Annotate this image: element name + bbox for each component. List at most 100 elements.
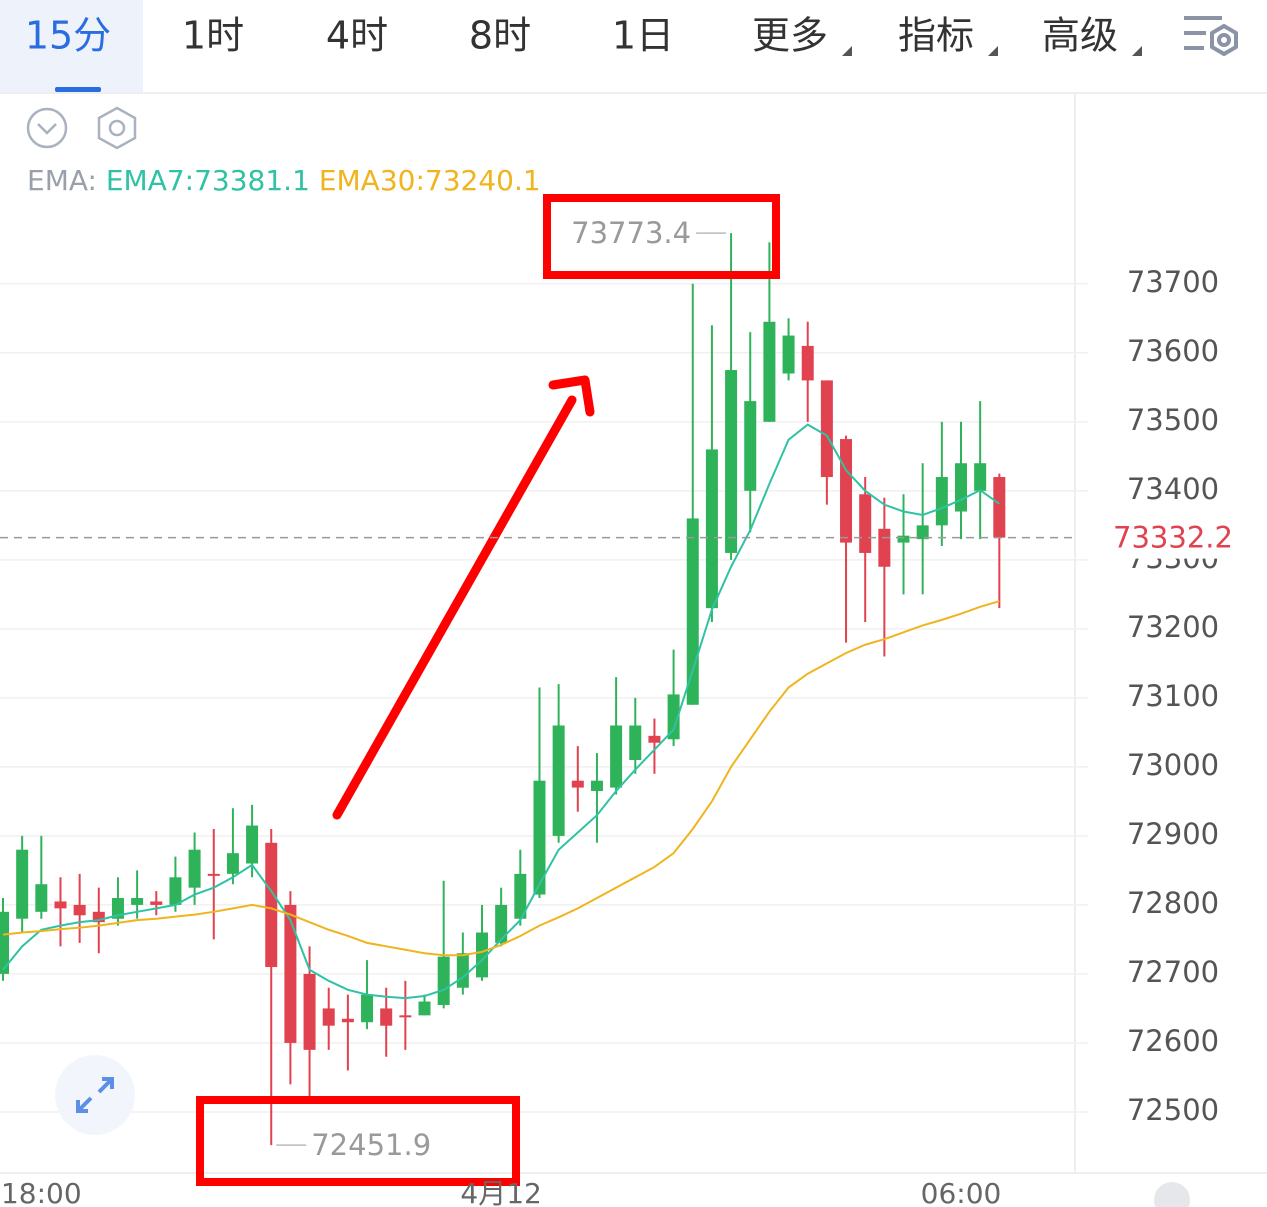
dropdown-caret: [988, 46, 998, 56]
k-button[interactable]: [1154, 1182, 1190, 1207]
y-tick-label: 73400: [1127, 472, 1219, 506]
candle-body: [73, 904, 86, 916]
high-label: 73773.4: [571, 216, 691, 250]
arrow-head: [548, 375, 595, 417]
candle-body: [207, 873, 220, 876]
y-tick-label: 72500: [1127, 1093, 1219, 1127]
y-tick-label: 72900: [1127, 817, 1219, 851]
x-tick-label: 18:00: [1, 1177, 82, 1207]
candle-body: [552, 725, 565, 836]
tab[interactable]: 4时: [326, 14, 388, 58]
indicator-settings-icon[interactable]: [97, 106, 137, 150]
candle-body: [955, 463, 967, 512]
candle-body: [763, 321, 776, 422]
candle-body: [92, 911, 105, 923]
indicator-settings-dot: [108, 119, 126, 137]
candle-body: [495, 904, 508, 943]
ema-line: [2, 600, 1000, 957]
highlight-box: [543, 194, 780, 279]
collapse-icon[interactable]: [26, 107, 68, 149]
dropdown-caret: [1132, 46, 1142, 56]
candle-body: [303, 973, 316, 1050]
active-tab-underline: [55, 87, 101, 92]
candle-body: [840, 439, 853, 543]
ema-legend: EMA: EMA7:73381.1 EMA30:73240.1: [27, 164, 541, 197]
low-label: 72451.9: [311, 1128, 431, 1162]
collapse-chevron: [37, 123, 57, 135]
plot: [0, 233, 1088, 1146]
candle-body: [437, 956, 450, 1005]
candle-body: [801, 345, 814, 381]
legend-entry: EMA7:73381.1: [106, 164, 310, 197]
tab[interactable]: 指标: [898, 14, 974, 58]
tab-bar: 15分 1时 4时 8时 1日 更多 指标 高级: [25, 14, 1142, 58]
expand-button[interactable]: [55, 1055, 135, 1135]
candle-body: [131, 898, 144, 905]
candle-body: [169, 877, 182, 905]
candle-body: [16, 849, 29, 919]
candle-body: [820, 380, 833, 478]
candle-body: [897, 535, 910, 543]
candle-body: [590, 780, 603, 792]
candle-body: [705, 449, 718, 609]
candle-body: [533, 780, 546, 895]
dropdown-caret: [842, 46, 852, 56]
candle-body: [648, 735, 661, 743]
candle-body: [782, 335, 795, 374]
candle-body: [686, 518, 699, 705]
candle-body: [610, 725, 623, 788]
candle-body: [226, 853, 239, 874]
y-tick-label: 72700: [1127, 955, 1219, 989]
indicator-label: EMA:: [27, 164, 97, 197]
ema-line: [2, 423, 1000, 1000]
candle-body: [322, 1008, 335, 1026]
tab[interactable]: 更多: [752, 14, 828, 58]
candle-body: [629, 725, 642, 760]
settings-icon[interactable]: [1184, 16, 1238, 57]
tab[interactable]: 1时: [182, 14, 244, 58]
candle-body: [399, 1015, 412, 1018]
y-tick-label: 73600: [1127, 334, 1219, 368]
y-tick-label: 73100: [1127, 679, 1219, 713]
candle-body: [993, 477, 1006, 538]
candle-body: [35, 884, 48, 912]
x-tick-label: 4月12: [460, 1177, 541, 1207]
y-tick-label: 73000: [1127, 748, 1219, 782]
candle-body: [380, 1008, 393, 1026]
tab[interactable]: 高级: [1042, 14, 1118, 58]
current-price-label: 73332.2: [1113, 521, 1233, 555]
candle-body: [54, 901, 67, 909]
tab[interactable]: 15分: [25, 14, 111, 58]
candle-body: [341, 1018, 354, 1023]
candle-body: [859, 494, 872, 553]
candle-body: [667, 694, 680, 740]
current-price-bg: [1076, 516, 1267, 559]
candle-body: [935, 477, 948, 526]
legend-entry: EMA30:73240.1: [319, 164, 541, 197]
candle-body: [0, 911, 9, 974]
candle-body: [456, 953, 469, 988]
candle-body: [476, 932, 488, 978]
highlight-box: [196, 1096, 520, 1186]
candle-body: [974, 463, 987, 491]
candle-body: [418, 1001, 431, 1016]
x-tick-label: 06:00: [921, 1177, 1002, 1207]
candle-body: [246, 825, 259, 864]
candle-body: [361, 994, 374, 1023]
y-tick-label: 73700: [1127, 265, 1219, 299]
y-tick-label: 72800: [1127, 886, 1219, 920]
candle-body: [744, 401, 757, 491]
y-tick-label: 73200: [1127, 610, 1219, 644]
candle-body: [111, 898, 124, 919]
y-tick-label: 73500: [1127, 403, 1219, 437]
candle-body: [878, 528, 891, 567]
candle-body: [265, 842, 278, 968]
candle-body: [188, 849, 201, 888]
candle-body: [725, 370, 738, 553]
tab[interactable]: 8时: [469, 14, 531, 58]
tab[interactable]: 1日: [612, 14, 674, 58]
expand-icon: [76, 1077, 114, 1113]
active-tab-bg: [0, 0, 143, 92]
candle-body: [514, 873, 527, 919]
